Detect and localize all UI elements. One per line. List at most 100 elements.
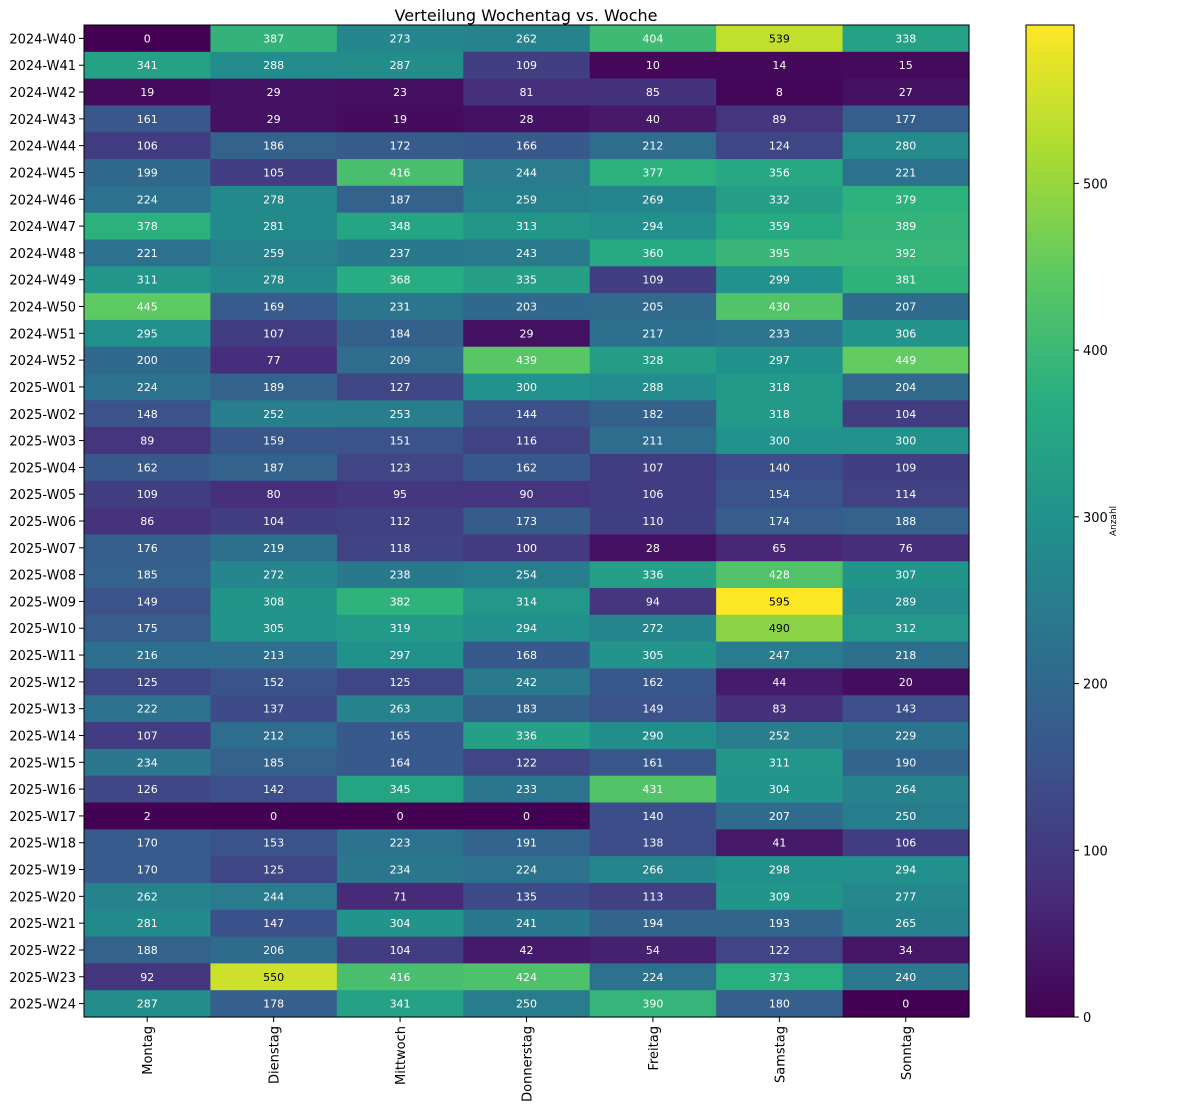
colorbar-tick-label: 500: [1083, 177, 1108, 192]
cell-value-label: 140: [642, 810, 663, 823]
heatmap-cell: [84, 695, 212, 723]
cell-value-label: 135: [516, 890, 537, 903]
cell-value-label: 295: [137, 327, 158, 340]
cell-value-label: 262: [137, 890, 158, 903]
cell-value-label: 336: [642, 569, 663, 582]
y-tick-label: 2025-W22: [9, 944, 76, 959]
heatmap-cell: [84, 480, 212, 509]
heatmap-cell: [842, 829, 970, 857]
cell-value-label: 304: [390, 917, 411, 930]
heatmap-cell: [336, 775, 464, 804]
cell-value-label: 281: [137, 917, 158, 930]
cell-value-label: 211: [642, 435, 663, 448]
heatmap-cell: [463, 534, 591, 562]
heatmap-cell: [589, 480, 717, 509]
cell-value-label: 332: [769, 193, 790, 206]
y-tick-label: 2025-W05: [9, 488, 76, 503]
cell-value-label: 390: [642, 998, 663, 1011]
cell-value-label: 106: [895, 837, 916, 850]
x-tick-label: Dienstag: [268, 1026, 283, 1084]
heatmap-cell: [336, 641, 464, 670]
heatmap-cell: [84, 534, 212, 562]
cell-value-label: 104: [263, 515, 284, 528]
cell-value-label: 379: [895, 193, 916, 206]
cell-value-label: 224: [137, 193, 158, 206]
cell-value-label: 77: [267, 354, 281, 367]
cell-value-label: 431: [642, 783, 663, 796]
cell-value-label: 109: [642, 274, 663, 287]
heatmap-cell: [842, 856, 970, 884]
x-axis: Montag Dienstag Mittwoch Donnerstag Freitag S…: [141, 1017, 915, 1102]
heatmap-cell: [463, 775, 591, 804]
heatmap-cell: [463, 185, 591, 214]
heatmap-cell: [210, 614, 338, 643]
cell-value-label: 169: [263, 301, 284, 314]
cell-value-label: 153: [263, 837, 284, 850]
heatmap-cell: [842, 990, 970, 1018]
cell-value-label: 252: [769, 729, 790, 742]
cell-value-label: 116: [516, 435, 537, 448]
heatmap-cell: [84, 78, 212, 107]
heatmap-cell: [463, 722, 591, 750]
cell-value-label: 187: [263, 461, 284, 474]
y-tick-label: 2024-W51: [9, 327, 76, 342]
heatmap-cell: [589, 159, 717, 187]
heatmap-cell: [842, 373, 970, 401]
heatmap-cell: [842, 159, 970, 187]
cell-value-label: 180: [769, 998, 790, 1011]
heatmap-cell: [589, 695, 717, 723]
heatmap-cell: [336, 802, 464, 830]
y-tick-label: 2025-W12: [9, 676, 76, 691]
heatmap-cell: [589, 561, 717, 589]
cell-value-label: 250: [895, 810, 916, 823]
cell-value-label: 199: [137, 166, 158, 179]
cell-value-label: 34: [899, 944, 913, 957]
heatmap-cell: [842, 78, 970, 107]
heatmap-cell: [84, 668, 212, 696]
heatmap-cell: [210, 909, 338, 938]
heatmap-cell: [84, 963, 212, 991]
cell-value-label: 123: [390, 461, 411, 474]
heatmap-cell: [336, 856, 464, 884]
cell-value-label: 154: [769, 488, 790, 501]
cell-value-label: 382: [390, 595, 411, 608]
cell-value-label: 200: [137, 354, 158, 367]
cell-value-label: 177: [895, 113, 916, 126]
heatmap-cell: [463, 641, 591, 670]
cell-value-label: 175: [137, 622, 158, 635]
cell-value-label: 83: [772, 703, 786, 716]
heatmap-cell: [463, 293, 591, 321]
y-tick-label: 2024-W52: [9, 354, 76, 369]
heatmap-cell: [84, 588, 212, 616]
heatmap-cell: [84, 829, 212, 857]
cell-value-label: 297: [769, 354, 790, 367]
cell-value-label: 264: [895, 783, 916, 796]
heatmap-cell: [84, 400, 212, 428]
cell-value-label: 71: [393, 890, 407, 903]
heatmap-cell: [716, 346, 844, 375]
cell-value-label: 105: [263, 166, 284, 179]
heatmap-cell: [589, 78, 717, 107]
cell-value-label: 14: [772, 59, 786, 72]
cell-value-label: 161: [137, 113, 158, 126]
y-tick-label: 2025-W16: [9, 783, 76, 798]
heatmap-cell: [336, 319, 464, 348]
heatmap-cell: [210, 722, 338, 750]
cell-value-label: 29: [267, 86, 281, 99]
cell-value-label: 176: [137, 542, 158, 555]
y-tick-label: 2024-W47: [9, 220, 76, 235]
heatmap-cell: [589, 829, 717, 857]
cell-value-label: 125: [263, 864, 284, 877]
heatmap-cell: [336, 480, 464, 509]
heatmap-cell: [336, 882, 464, 911]
heatmap-cell: [336, 159, 464, 187]
heatmap-cell: [210, 668, 338, 696]
heatmap-cell: [84, 990, 212, 1018]
heatmap-cell: [210, 882, 338, 911]
heatmap-cell: [842, 507, 970, 536]
cell-value-label: 269: [642, 193, 663, 206]
y-tick-label: 2025-W02: [9, 408, 76, 423]
heatmap-cell: [589, 507, 717, 536]
heatmap-cell: [336, 239, 464, 267]
colorbar-axis: 0 100 200 300 400 500: [1074, 177, 1108, 1026]
